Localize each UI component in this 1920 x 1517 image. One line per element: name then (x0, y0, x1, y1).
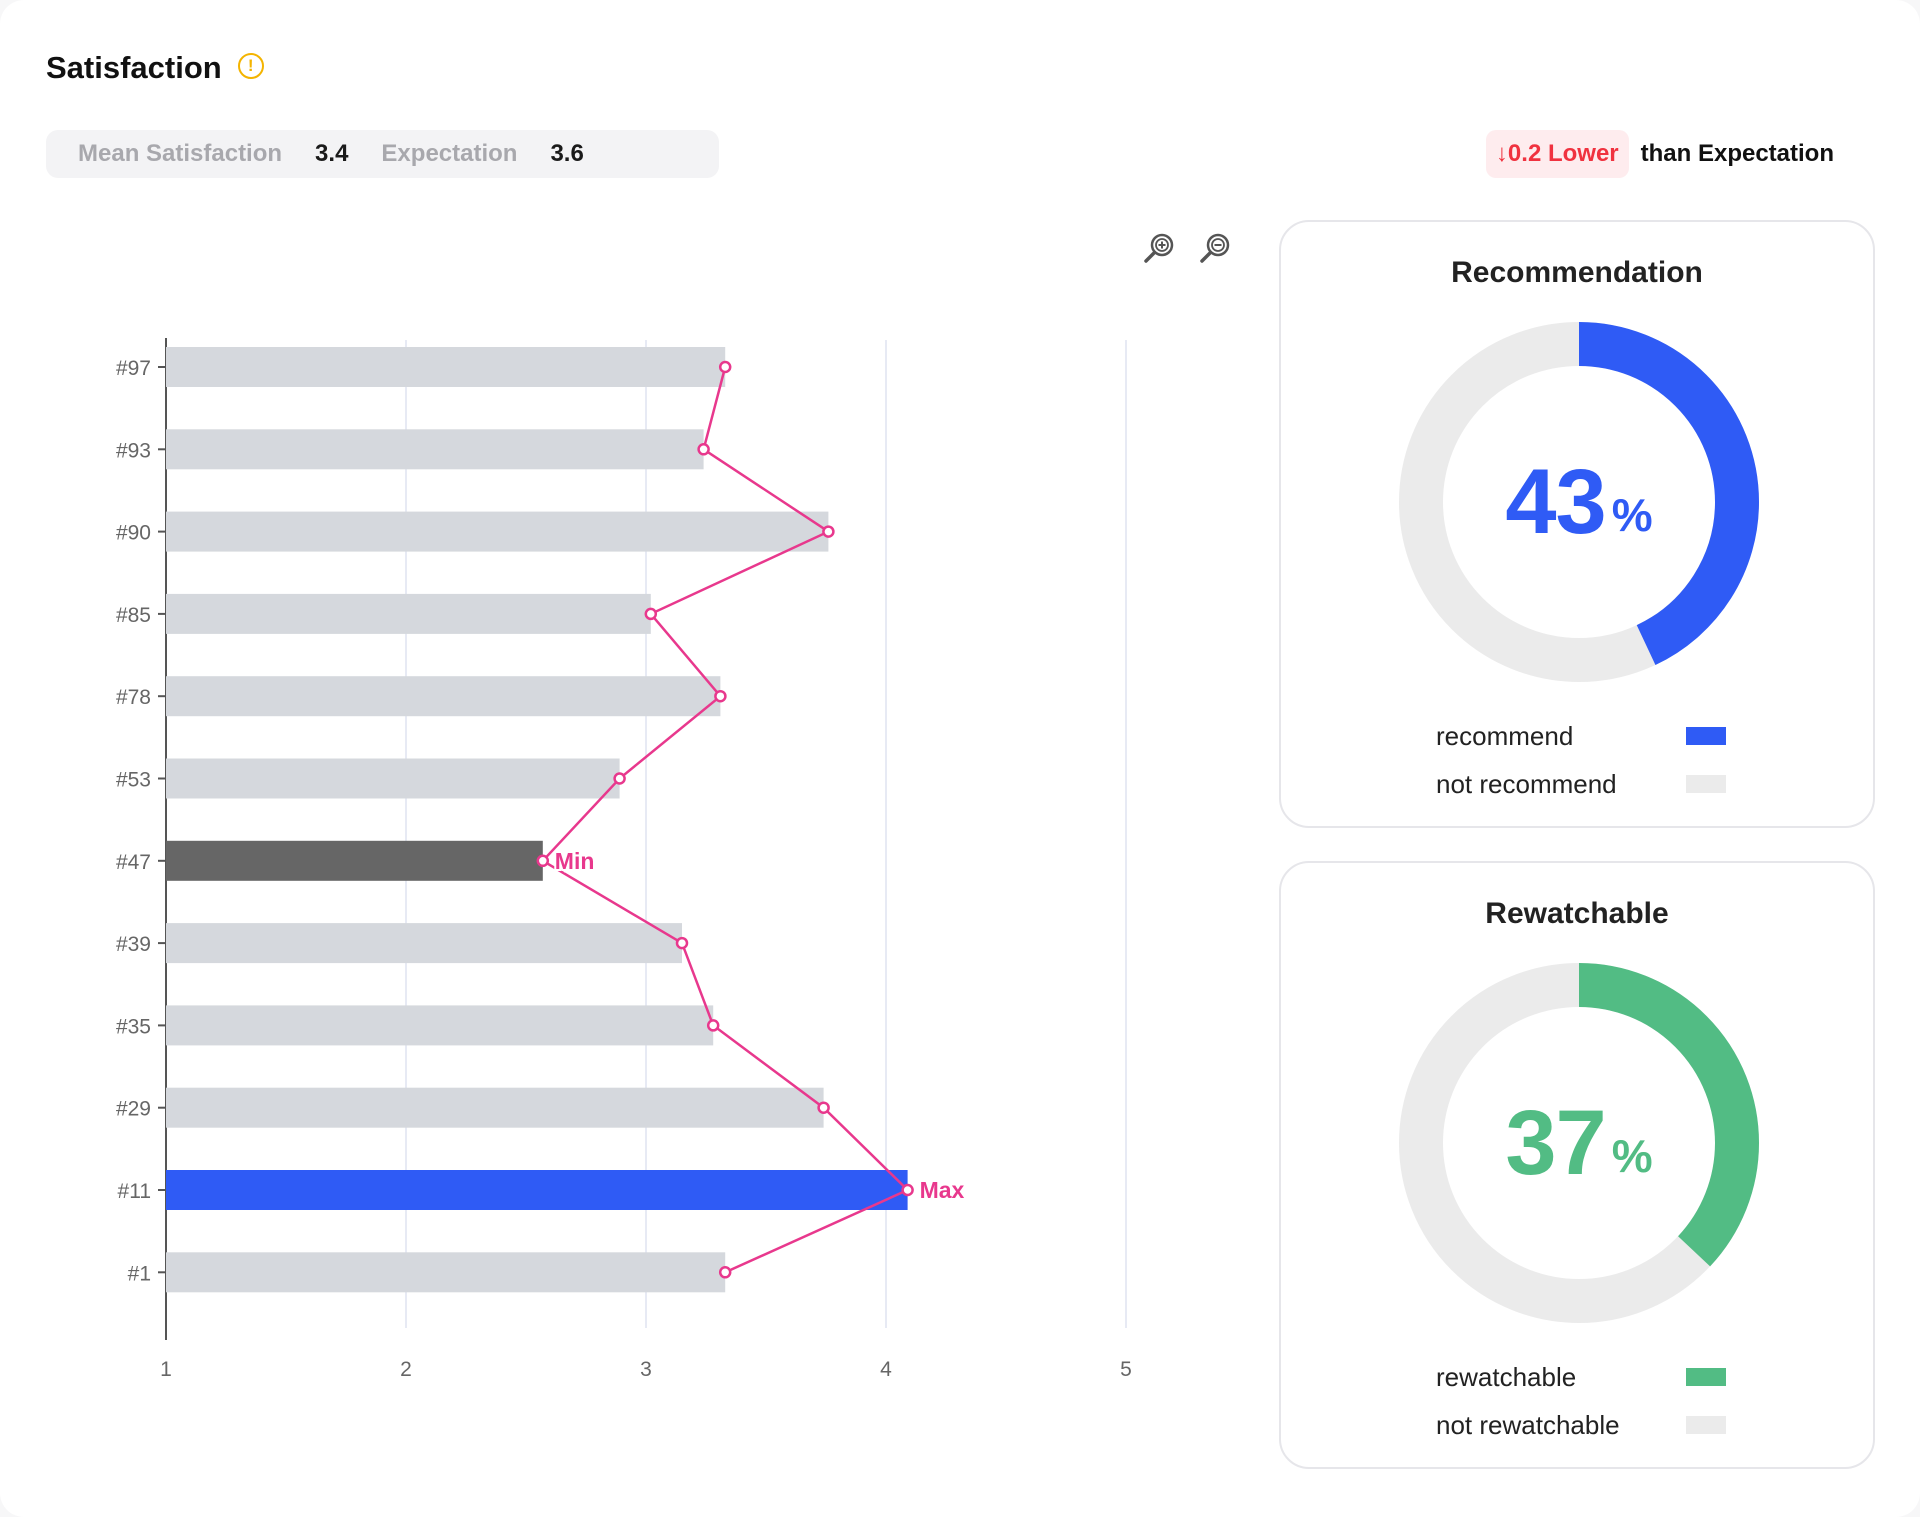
recommendation-donut-arc (1399, 322, 1759, 682)
line-point (675, 936, 689, 950)
y-tick-label: #39 (116, 933, 151, 956)
mean-satisfaction-value: 3.4 (315, 140, 349, 167)
annotation-min: Min (555, 848, 595, 874)
y-tick-label: #90 (116, 522, 151, 545)
recommendation-donut: 43 % (1399, 322, 1759, 682)
bar-n39 (166, 923, 682, 964)
bar-n85 (166, 593, 651, 634)
legend-item: not rewatchable (1436, 1401, 1726, 1449)
legend-label: not recommend (1436, 768, 1617, 799)
line-point (817, 1101, 830, 1114)
rewatchable-donut-arc (1399, 963, 1759, 1323)
y-tick-label: #78 (116, 686, 151, 709)
bar-n53 (166, 758, 620, 799)
bar-n29 (166, 1087, 824, 1128)
bar-n93 (166, 429, 704, 470)
legend-label: not rewatchable (1436, 1409, 1620, 1440)
rewatchable-center: 37 % (1399, 963, 1759, 1323)
x-tick-label: 2 (400, 1358, 412, 1381)
y-tick-label: #53 (116, 769, 151, 792)
rewatchable-title: Rewatchable (1485, 897, 1669, 930)
expectation-label: Expectation (381, 140, 518, 167)
zoom-in-icon (1144, 233, 1174, 263)
y-tick-label: #29 (116, 1098, 151, 1121)
y-tick-label: #35 (116, 1015, 151, 1038)
y-tick-label: #97 (116, 357, 151, 380)
bar-n90 (166, 511, 829, 552)
difference-badge: ↓0.2 Lower (1485, 130, 1629, 178)
bar-n35 (166, 1005, 714, 1046)
bar-n97 (166, 347, 726, 387)
legend-item: not recommend (1436, 760, 1726, 808)
legend-swatch (1686, 1416, 1726, 1434)
bar-n1 (166, 1252, 726, 1293)
zoom-out-button[interactable] (1197, 230, 1233, 266)
recommendation-legend: recommend not recommend (1436, 712, 1726, 808)
annotation-max: Max (920, 1177, 965, 1203)
recommendation-percent-sign: % (1611, 489, 1653, 541)
bar-n11 (166, 1170, 908, 1210)
y-tick-label: #85 (116, 604, 151, 627)
mean-satisfaction-label: Mean Satisfaction (78, 140, 283, 167)
legend-item: recommend (1436, 712, 1726, 760)
line-point (536, 854, 550, 868)
legend-swatch (1686, 775, 1726, 793)
legend-label: rewatchable (1436, 1361, 1577, 1392)
rewatchable-donut: 37 % (1399, 963, 1759, 1323)
line-point (613, 772, 626, 785)
overlay-line (540, 366, 910, 1274)
line-point (714, 689, 727, 703)
comparison-text: than Expectation (1640, 140, 1834, 167)
line-point (718, 360, 732, 374)
recommendation-card: Recommendation 43 % recommend not recomm… (1279, 220, 1875, 828)
y-tick-label: #47 (116, 851, 151, 874)
recommendation-title: Recommendation (1451, 256, 1703, 289)
line-point (901, 1183, 914, 1197)
y-tick-label: #93 (116, 439, 151, 462)
bar-n78 (166, 676, 721, 717)
zoom-in-button[interactable] (1141, 230, 1177, 266)
line-point (697, 443, 710, 456)
x-tick-label: 1 (160, 1358, 172, 1381)
panel-title: Satisfaction (46, 50, 222, 85)
rewatchable-value: 37 (1505, 1091, 1606, 1194)
rewatchable-percent-sign: % (1611, 1130, 1653, 1182)
recommendation-center: 43 % (1399, 322, 1759, 682)
x-tick-label: 4 (880, 1358, 892, 1381)
y-tick-label: #11 (118, 1180, 151, 1203)
title-row: Satisfaction ! (46, 46, 264, 90)
line-point (706, 1019, 720, 1032)
zoom-out-icon (1200, 233, 1230, 263)
legend-swatch (1686, 727, 1726, 745)
expectation-comparison: ↓0.2 Lower than Expectation (1485, 130, 1834, 178)
stats-summary: Mean Satisfaction 3.4 Expectation 3.6 (46, 130, 719, 178)
line-point (718, 1266, 732, 1279)
legend-swatch (1686, 1368, 1726, 1386)
line-point (644, 607, 658, 621)
line-point (822, 525, 835, 538)
rewatchable-card: Rewatchable 37 % rewatchable not rewatch… (1279, 861, 1875, 1469)
satisfaction-bar-chart: 1 2 3 4 5 #97 #93 #90 #85 #78 #53 #47 #39 #35 #29 #11 #1… (116, 338, 1132, 1381)
x-tick-label: 3 (640, 1358, 652, 1381)
legend-label: recommend (1436, 720, 1574, 751)
expectation-value: 3.6 (550, 140, 584, 167)
bar-n47 (166, 840, 543, 881)
rewatchable-legend: rewatchable not rewatchable (1436, 1353, 1726, 1449)
x-tick-label: 5 (1120, 1358, 1132, 1381)
recommendation-value: 43 (1505, 450, 1606, 553)
info-icon[interactable]: ! (237, 53, 264, 79)
legend-item: rewatchable (1436, 1353, 1726, 1401)
y-tick-label: #1 (128, 1262, 151, 1285)
